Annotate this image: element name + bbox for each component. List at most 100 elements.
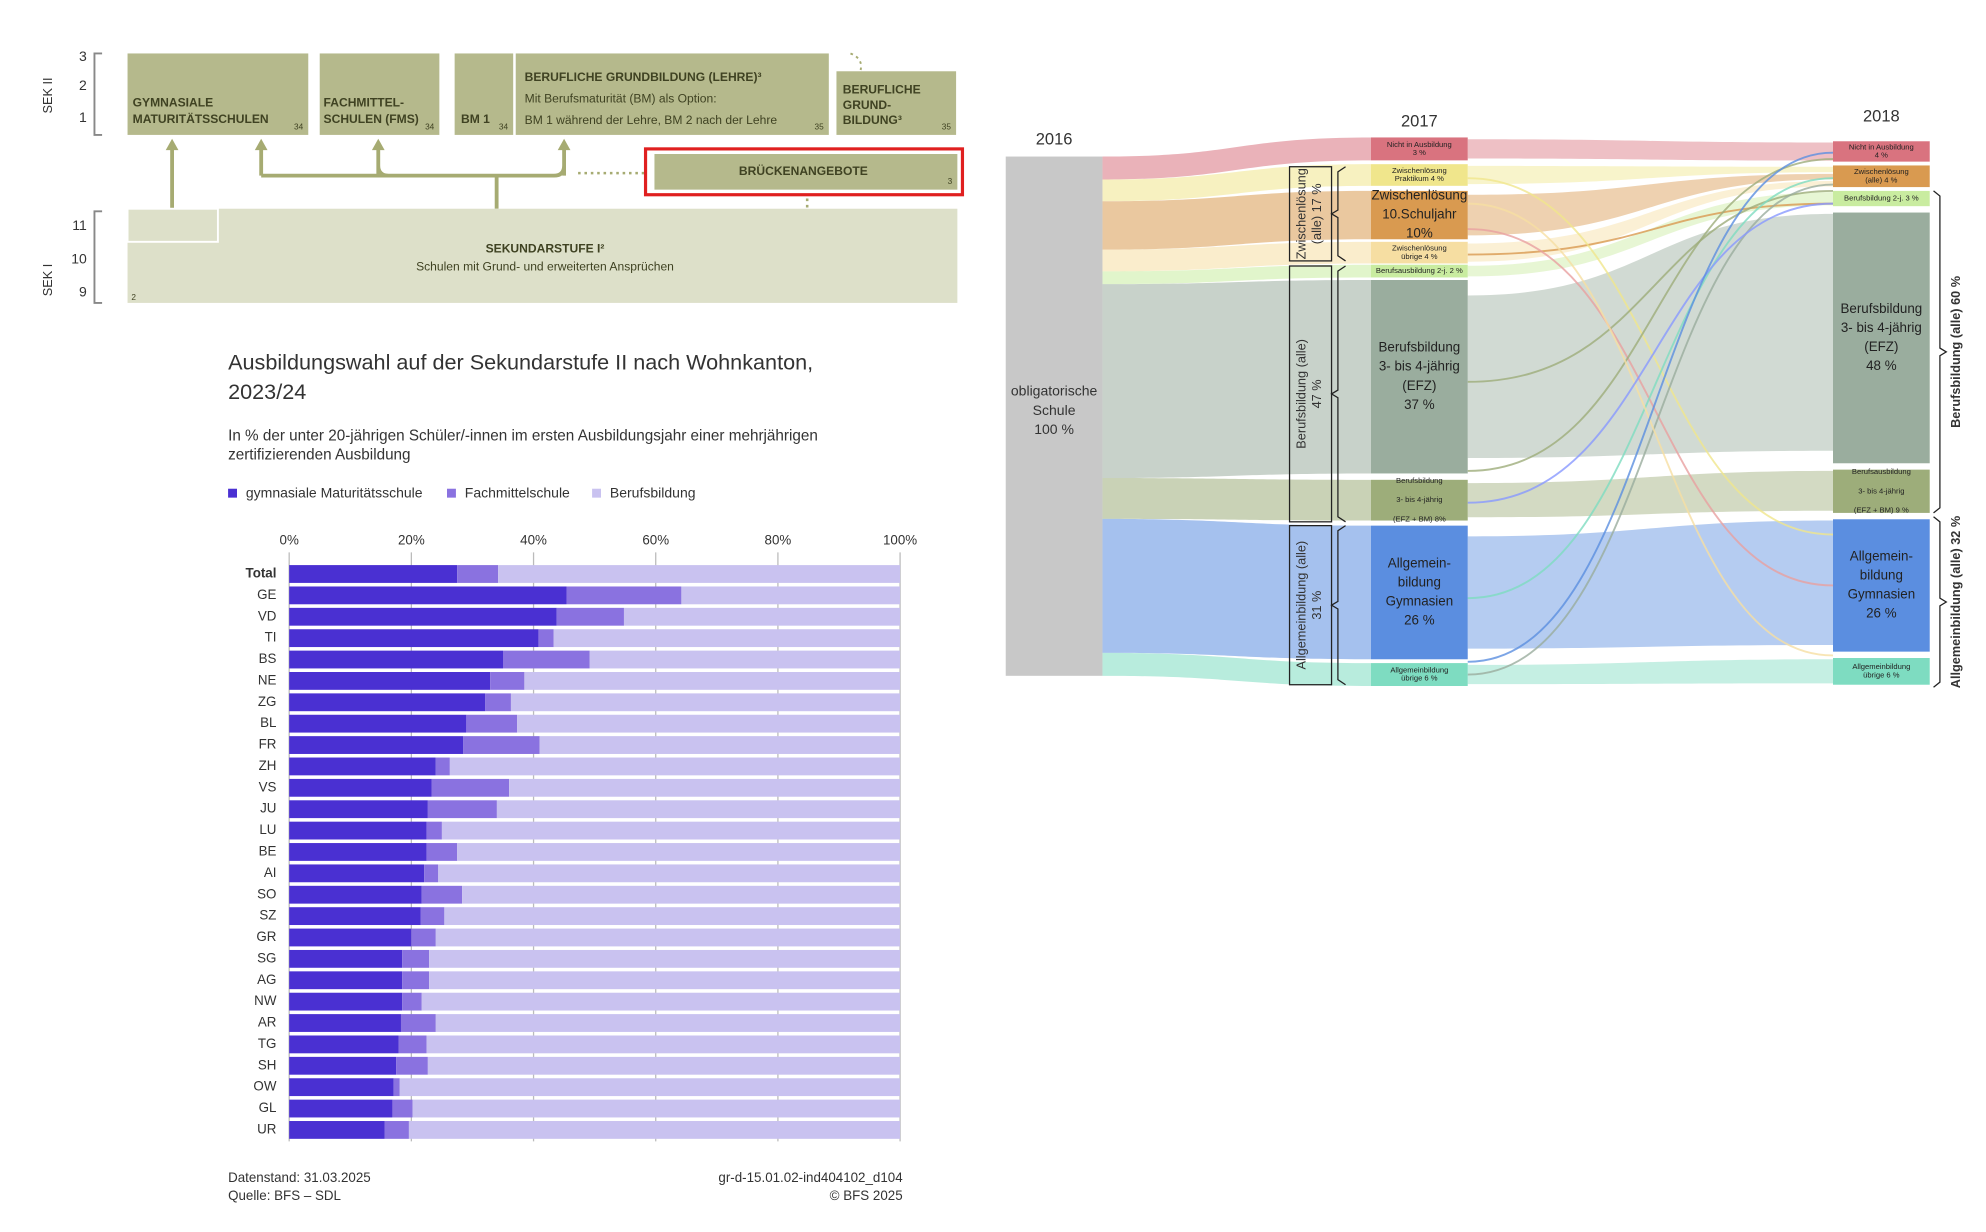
sek1-text: Schulen mit Grund- und erweiterten Anspr… <box>416 259 674 273</box>
node-label: 3- bis 4-jährig <box>1379 359 1460 374</box>
bar-segment <box>566 586 682 605</box>
year-label: 2017 <box>1401 112 1438 131</box>
flows <box>1102 137 1834 686</box>
bar-segment <box>556 607 624 626</box>
box-text: Mit Berufsmaturität (BM) als Option: <box>525 91 717 105</box>
dotted-arrow <box>850 52 862 71</box>
legend-swatch <box>228 488 237 498</box>
bar-segment <box>289 992 403 1011</box>
bar-segment <box>503 650 590 669</box>
school-box <box>319 53 440 135</box>
flow-line <box>1467 151 1834 663</box>
node-label: bildung <box>1398 574 1441 589</box>
bar-segment <box>289 586 567 605</box>
bar-segment <box>510 693 901 712</box>
y-tick-label: AG <box>257 972 276 987</box>
bar-segment <box>289 885 422 904</box>
node-label: 48 % <box>1866 358 1897 373</box>
bar-segment <box>289 629 539 648</box>
bar-segment <box>411 928 436 947</box>
bar-segment <box>496 800 901 819</box>
node-label: Nicht in Ausbildung <box>1849 142 1914 151</box>
sankey-node <box>1371 663 1468 686</box>
group-label: (alle) 17 % <box>1309 183 1324 244</box>
box-text: FACHMITTEL- <box>324 95 405 109</box>
bar-segment <box>429 949 901 968</box>
node-label: Zwischenlösung <box>1392 244 1447 253</box>
node-label: Zwischenlösung <box>1854 167 1909 176</box>
legend-label: gymnasiale Maturitätsschule <box>246 485 423 501</box>
node-label: 26 % <box>1866 606 1897 621</box>
node-label: bildung <box>1860 567 1903 582</box>
sankey-node <box>1833 658 1930 685</box>
node-label: Nicht in Ausbildung <box>1387 140 1452 149</box>
y-tick-label: VD <box>258 608 277 623</box>
bar-segment <box>485 693 511 712</box>
sek-label: SEK I <box>40 264 55 297</box>
y-tick-label: Total <box>246 566 277 581</box>
school-box <box>836 71 957 135</box>
node-label: Berufsbildung <box>1841 301 1923 316</box>
y-tick-label: UR <box>257 1121 277 1136</box>
source-node <box>1005 156 1103 676</box>
bar-segment <box>289 1078 394 1097</box>
y-tick-label: GL <box>259 1100 277 1115</box>
node-label: 3- bis 4-jährig <box>1841 320 1922 335</box>
footer: © BFS 2025 <box>830 1188 903 1203</box>
bar-segment <box>681 586 901 605</box>
y-tick-label: BE <box>259 843 277 858</box>
bar-segment <box>289 907 421 926</box>
group-bracket <box>1330 265 1346 523</box>
sek1-text: SEKUNDARSTUFE I² <box>486 242 605 256</box>
bar-segment <box>553 629 901 648</box>
bar-segment <box>457 843 901 861</box>
bar-segment <box>441 821 901 840</box>
bar-segment <box>289 821 427 840</box>
chart-subtitle: In % der unter 20-jährigen Schüler/-inne… <box>228 428 818 445</box>
bar-segment <box>289 1056 397 1075</box>
node-label: Gymnasien <box>1386 594 1454 609</box>
flow <box>1102 241 1371 272</box>
node-label: Allgemeinbildung <box>1390 665 1448 674</box>
node-label: 3- bis 4-jährig <box>1396 495 1442 504</box>
box-text: BM 1 <box>461 112 490 126</box>
footer: Datenstand: 31.03.2025 <box>228 1170 371 1185</box>
sek1-inner <box>126 207 219 243</box>
bar-segment <box>457 565 499 583</box>
bar-segment <box>392 1099 413 1118</box>
flow-line <box>1467 202 1834 256</box>
x-tick-label: 60% <box>642 532 669 547</box>
box-text: GYMNASIALE <box>133 95 214 109</box>
bar-segment <box>538 629 554 648</box>
footer: Quelle: BFS – SDL <box>228 1188 341 1203</box>
flow <box>1467 165 1833 185</box>
node-label: übrige 6 % <box>1863 671 1900 680</box>
grade: 3 <box>79 48 87 64</box>
bar-segment <box>289 864 425 883</box>
bar-segment <box>427 800 497 819</box>
y-tick-label: TI <box>265 630 277 645</box>
bar-segment <box>398 1035 427 1054</box>
bar-segment <box>402 949 430 968</box>
node-label: Praktikum 4 % <box>1395 174 1444 183</box>
node-label: Gymnasien <box>1848 587 1916 602</box>
sankey-node <box>1833 165 1930 188</box>
school-diagram <box>93 52 862 304</box>
footnote: 35 <box>815 122 825 131</box>
y-tick-label: GR <box>256 929 276 944</box>
x-tick-label: 40% <box>520 532 547 547</box>
bar-segment <box>623 607 901 626</box>
bar-segment <box>399 1078 901 1097</box>
highlight <box>643 147 965 197</box>
bridge-box <box>654 154 958 190</box>
y-tick-label: NW <box>254 993 277 1008</box>
flow-line <box>1467 202 1834 504</box>
bar-segment <box>517 714 901 733</box>
legend-swatch <box>447 488 456 498</box>
bar-segment <box>429 971 901 990</box>
node-label: Zwischenlösung <box>1392 166 1447 175</box>
sankey-node <box>1833 212 1930 464</box>
flow <box>1102 280 1371 479</box>
sankey-node <box>1833 469 1930 513</box>
